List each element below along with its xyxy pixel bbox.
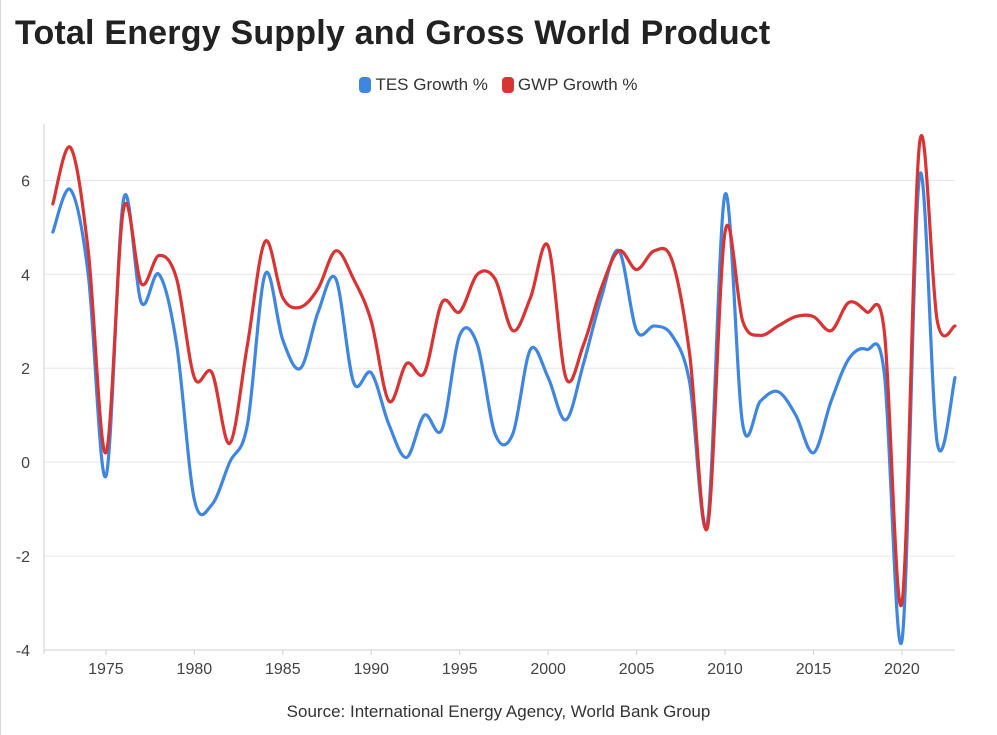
y-tick-label: -2 [16, 549, 30, 566]
source-note: Source: International Energy Agency, Wor… [286, 702, 711, 721]
x-tick-label: 2020 [884, 661, 920, 678]
legend-item-tes[interactable]: TES Growth % [359, 75, 488, 95]
legend-swatch-gwp [501, 77, 514, 93]
x-tick-label: 1975 [88, 661, 124, 678]
legend-label-tes: TES Growth % [375, 75, 488, 94]
x-tick-label: 2010 [707, 661, 743, 678]
axes: -4 -2 0 2 4 6 1975 1980 1985 1990 1995 2000 2005 2010… [16, 124, 955, 678]
x-tick-label: 1995 [442, 661, 478, 678]
x-tick-label: 2015 [796, 661, 832, 678]
gridlines [44, 179, 955, 651]
chart-title: Total Energy Supply and Gross World Prod… [15, 14, 771, 52]
x-tick-label: 2000 [530, 661, 566, 678]
series-lines [51, 133, 957, 646]
series-line-tes[interactable] [51, 171, 957, 646]
legend: TES Growth % GWP Growth % [0, 75, 997, 95]
legend-item-gwp[interactable]: GWP Growth % [501, 75, 638, 95]
x-tick-label: 1990 [353, 661, 389, 678]
x-tick-label: 2005 [619, 661, 655, 678]
y-tick-label: 4 [21, 267, 30, 284]
legend-label-gwp: GWP Growth % [517, 75, 638, 94]
y-tick-label: -4 [16, 643, 30, 660]
y-tick-label: 2 [21, 361, 30, 378]
left-border-rule [0, 0, 1, 735]
series-line-gwp[interactable] [51, 133, 957, 608]
x-tick-label: 1985 [265, 661, 301, 678]
x-tick-label: 1980 [177, 661, 213, 678]
legend-swatch-tes [359, 77, 372, 93]
y-tick-label: 6 [21, 173, 30, 190]
y-tick-label: 0 [21, 455, 30, 472]
